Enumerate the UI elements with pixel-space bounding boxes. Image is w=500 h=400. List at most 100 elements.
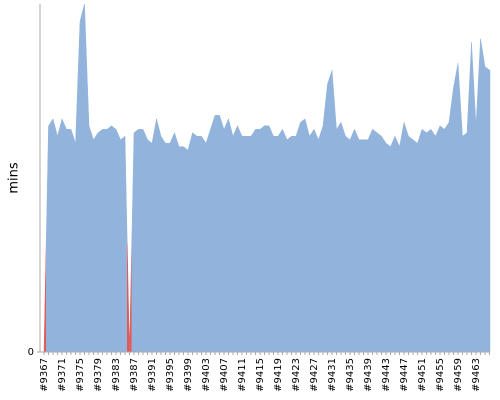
area-segment xyxy=(487,67,491,353)
x-tick-label: #9379 xyxy=(93,358,104,392)
area-segment xyxy=(199,135,204,353)
area-segment xyxy=(451,75,456,353)
area-segment xyxy=(383,138,389,353)
area-segment xyxy=(379,133,384,353)
area-segment xyxy=(95,130,101,353)
area-segment xyxy=(352,128,357,353)
area-segment xyxy=(356,134,362,353)
area-segment xyxy=(446,104,452,353)
x-tick-label: #9383 xyxy=(111,358,122,392)
x-tick-label: #9435 xyxy=(345,358,356,392)
area-segment xyxy=(230,127,236,353)
area-segment xyxy=(482,52,488,353)
area-segment xyxy=(55,127,60,353)
area-segment xyxy=(473,82,479,353)
area-segment xyxy=(334,99,339,353)
x-tick-label: #9459 xyxy=(453,358,464,392)
area-segment xyxy=(374,130,380,353)
area-segment xyxy=(77,12,83,353)
area-segment xyxy=(190,132,195,353)
area-segment xyxy=(194,133,200,353)
area-segment xyxy=(469,42,474,353)
x-tick-label: #9455 xyxy=(435,358,446,392)
area-segment xyxy=(406,129,411,353)
area-segment xyxy=(91,132,96,353)
y-tick-label: 0 xyxy=(28,347,34,358)
area-segment xyxy=(271,130,276,353)
x-tick-label: #9407 xyxy=(219,358,230,392)
area-segment xyxy=(122,135,128,353)
x-tick-label: #9403 xyxy=(201,358,212,392)
x-tick-label: #9439 xyxy=(363,358,374,392)
area-segment xyxy=(302,118,308,353)
area-segment xyxy=(203,136,209,353)
area-segment xyxy=(280,128,285,353)
area-segment xyxy=(131,130,137,353)
y-axis-label: mins xyxy=(7,162,22,194)
area-segment xyxy=(275,131,281,353)
area-segment xyxy=(244,135,249,353)
area-segment xyxy=(392,135,398,353)
area-segment xyxy=(343,129,348,353)
x-tick-label: #9411 xyxy=(237,358,248,392)
x-tick-label: #9431 xyxy=(327,358,338,392)
x-tick-label: #9395 xyxy=(165,358,176,392)
area-segment xyxy=(320,104,326,353)
area-segment xyxy=(149,130,155,353)
area-segment xyxy=(172,132,177,353)
area-segment xyxy=(284,134,290,353)
area-segment xyxy=(145,134,150,353)
x-tick-label: #9463 xyxy=(471,358,482,392)
area-segment xyxy=(248,131,254,353)
area-segment xyxy=(460,99,465,353)
x-tick-label: #9427 xyxy=(309,358,320,392)
area-segment xyxy=(82,3,87,353)
area-segment xyxy=(253,129,258,353)
area-segment xyxy=(401,122,407,353)
area-segment xyxy=(167,137,173,353)
area-segment xyxy=(64,123,69,353)
area-segment xyxy=(226,118,231,353)
area-segment xyxy=(428,128,434,353)
x-tick-label: #9367 xyxy=(39,358,50,392)
area-segment xyxy=(433,130,438,353)
area-segment xyxy=(176,139,182,353)
area-segment xyxy=(127,242,132,353)
area-segment xyxy=(235,125,240,353)
area-segment xyxy=(86,64,92,353)
area-segment xyxy=(185,141,191,353)
area-segment xyxy=(217,115,222,353)
x-tick-label: #9423 xyxy=(291,358,302,392)
area-segment xyxy=(347,134,353,353)
area-segment xyxy=(419,128,425,353)
area-segment xyxy=(478,38,483,353)
area-segment xyxy=(361,139,366,353)
area-segment xyxy=(257,127,263,353)
area-segment xyxy=(289,135,294,353)
x-tick-label: #9391 xyxy=(147,358,158,392)
x-tick-label: #9399 xyxy=(183,358,194,392)
area-segment xyxy=(464,87,470,353)
x-tick-label: #9375 xyxy=(75,358,86,392)
area-segment xyxy=(325,77,330,353)
x-tick-label: #9415 xyxy=(255,358,266,392)
area-segment xyxy=(113,127,119,353)
area-segment xyxy=(365,134,371,353)
area-segment xyxy=(388,141,393,353)
x-tick-label: #9371 xyxy=(57,358,68,392)
area-segment xyxy=(415,136,420,353)
area-segment xyxy=(212,115,218,353)
area-segment xyxy=(293,129,299,353)
area-segment xyxy=(397,134,402,353)
area-segment xyxy=(338,121,344,353)
area-segment xyxy=(100,129,105,353)
area-segment xyxy=(50,118,56,353)
area-segment xyxy=(298,120,303,353)
area-segment xyxy=(181,146,186,353)
area-segment xyxy=(59,118,65,353)
area-segment xyxy=(140,129,146,353)
area-segment xyxy=(46,121,51,353)
area-segment xyxy=(68,129,74,353)
